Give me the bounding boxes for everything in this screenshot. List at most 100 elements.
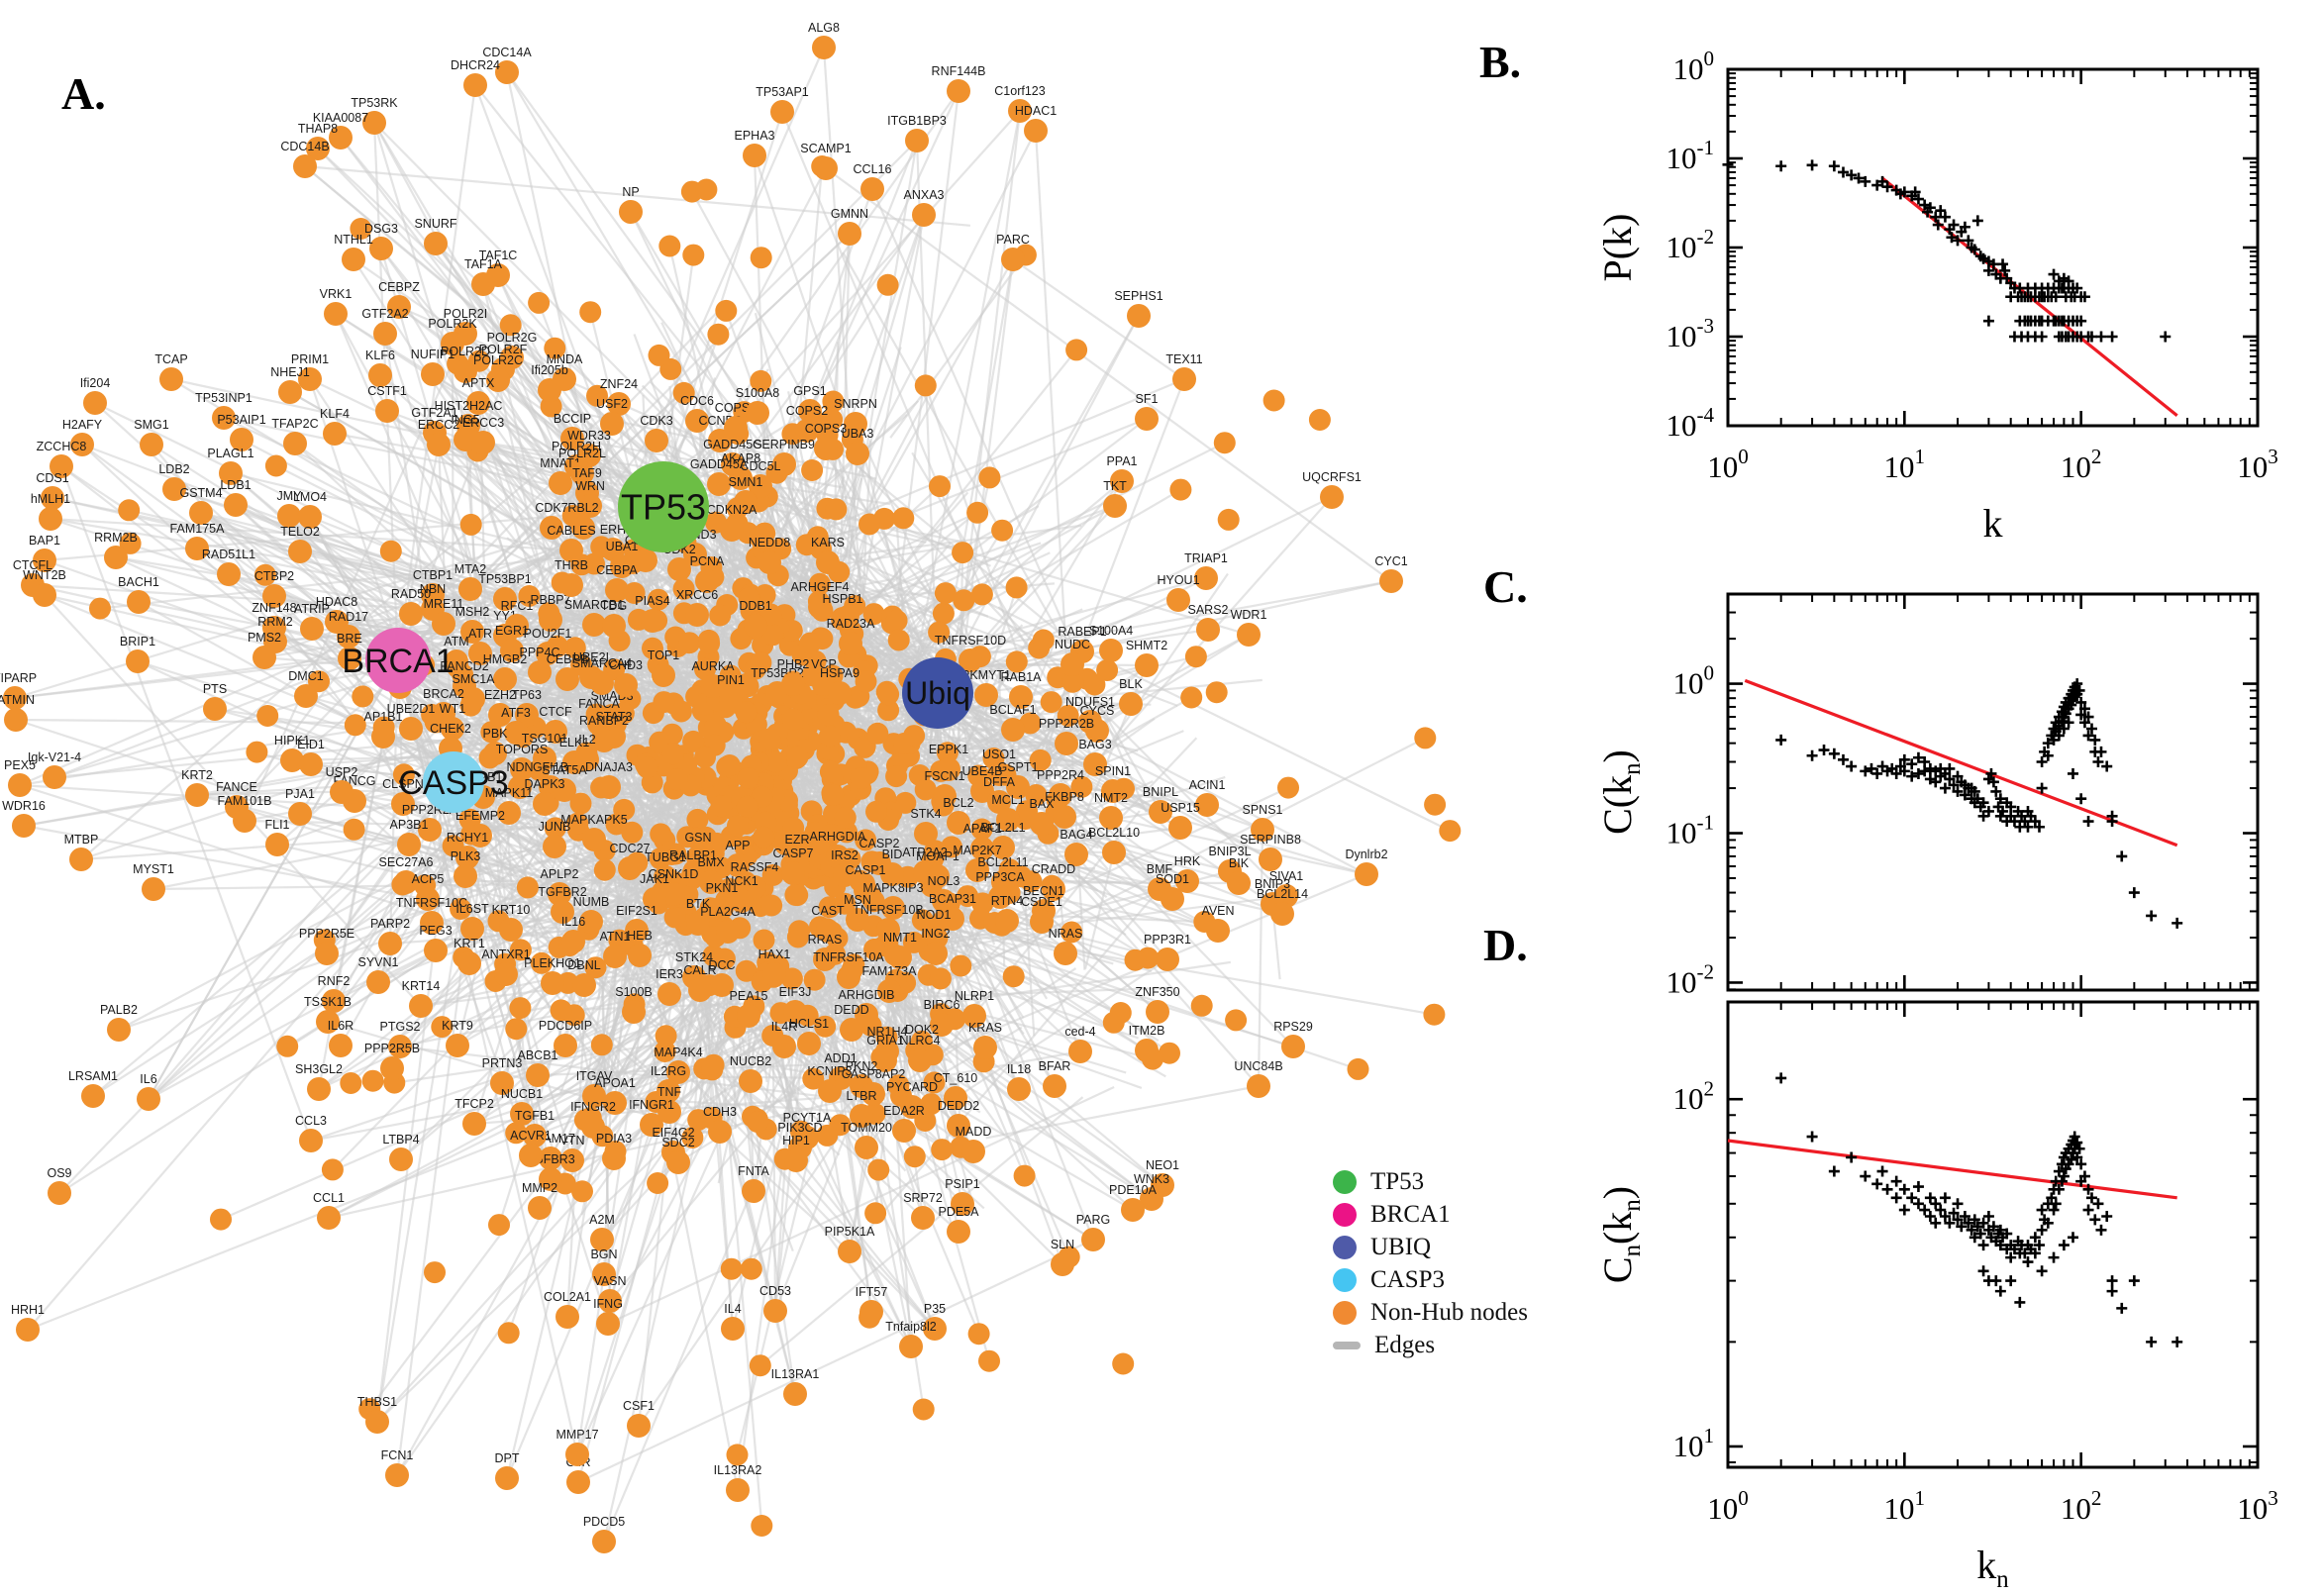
non-hub-node xyxy=(607,392,631,416)
gene-label: SARS2 xyxy=(1188,603,1229,617)
gene-label: JUNB xyxy=(539,820,571,834)
non-hub-node xyxy=(566,812,589,835)
gene-label: CD53 xyxy=(759,1284,791,1298)
non-hub-node xyxy=(941,836,962,858)
non-hub-node xyxy=(373,322,397,346)
gene-label: HIPK1 xyxy=(274,734,310,748)
gene-label: TIPARP xyxy=(0,671,37,685)
gene-label: A2M xyxy=(589,1213,615,1227)
non-hub-node xyxy=(720,1257,743,1280)
gene-label: ING2 xyxy=(921,927,950,941)
non-hub-node xyxy=(865,800,887,823)
non-hub-node xyxy=(233,809,256,833)
non-hub-node xyxy=(1112,1352,1135,1375)
non-hub-node xyxy=(1060,921,1083,944)
svg-text:103: 103 xyxy=(2237,1486,2278,1526)
non-hub-node xyxy=(1149,800,1172,824)
non-hub-node xyxy=(578,494,602,518)
gene-label: CASP1 xyxy=(846,863,886,877)
non-hub-node xyxy=(912,1398,935,1421)
gene-label: P35 xyxy=(924,1302,946,1316)
non-hub-node xyxy=(1070,775,1093,798)
non-hub-node xyxy=(1169,478,1192,501)
tp53-swatch-icon xyxy=(1333,1170,1357,1194)
non-hub-node xyxy=(366,970,390,994)
non-hub-node xyxy=(1083,673,1106,696)
non-hub-node xyxy=(488,703,512,727)
gene-label: SRP72 xyxy=(903,1191,943,1205)
non-hub-node xyxy=(750,369,772,392)
gene-label: EFEMP2 xyxy=(455,809,505,823)
gene-label: PKN1 xyxy=(706,881,739,895)
gene-label: UQCRFS1 xyxy=(1302,470,1362,484)
non-hub-node xyxy=(399,602,423,626)
non-hub-node xyxy=(490,1071,514,1095)
gene-label: BECN1 xyxy=(1023,884,1064,898)
gene-label: TAF1A xyxy=(464,257,503,271)
gene-label: IFNGR1 xyxy=(629,1098,674,1112)
gene-label: PDE5A xyxy=(939,1205,980,1219)
gene-label: EZH2 xyxy=(484,688,516,702)
gene-label: USP15 xyxy=(1161,801,1200,815)
gene-label: THBS1 xyxy=(357,1395,397,1409)
non-hub-node xyxy=(744,614,767,638)
non-hub-node xyxy=(397,833,421,856)
gene-label: BGN xyxy=(590,1247,617,1261)
gene-label: ITM2B xyxy=(1129,1024,1165,1038)
gene-label: ELK1 xyxy=(559,736,590,749)
panel-letter-a: A. xyxy=(61,68,106,119)
non-hub-node xyxy=(834,892,857,915)
non-hub-node xyxy=(710,795,733,818)
gene-label: DOK2 xyxy=(905,1023,939,1037)
non-hub-node xyxy=(710,973,734,997)
gene-label: DNAJA3 xyxy=(585,760,633,774)
non-hub-node xyxy=(795,419,819,443)
non-hub-node xyxy=(69,848,93,871)
gene-label: LMO4 xyxy=(293,490,327,504)
gene-label: FAM175A xyxy=(170,522,226,536)
non-hub-node xyxy=(1064,843,1088,866)
gene-label: RRM2B xyxy=(94,531,138,545)
gene-label: BFAR xyxy=(1039,1059,1071,1073)
non-hub-node xyxy=(280,748,304,772)
gene-label: POLR2L xyxy=(558,447,606,460)
non-hub-node xyxy=(509,939,532,961)
gene-label: MAP2K7 xyxy=(953,844,1001,857)
gene-label: PPP3R1 xyxy=(1144,933,1191,947)
hub-label-tp53: TP53 xyxy=(621,487,706,528)
gene-label: DAPK3 xyxy=(525,777,565,791)
non-hub-node xyxy=(1156,948,1179,971)
gene-label: CCL3 xyxy=(295,1114,327,1128)
non-hub-node xyxy=(460,620,484,644)
non-hub-node xyxy=(834,806,857,829)
gene-label: PIP5K1A xyxy=(825,1225,875,1239)
non-hub-node xyxy=(551,900,574,924)
gene-label: HIST2H2AC xyxy=(435,399,503,413)
non-hub-node xyxy=(772,452,796,476)
non-hub-node xyxy=(850,767,872,789)
gene-label: PPP2R2B xyxy=(1039,717,1094,731)
non-hub-node xyxy=(1135,407,1159,431)
gene-label: BNIPL xyxy=(1143,785,1178,799)
non-hub-node xyxy=(1051,1252,1074,1276)
non-hub-node xyxy=(1237,623,1261,647)
non-hub-node xyxy=(497,1322,520,1345)
gene-label: PPP2R4 xyxy=(1037,768,1084,782)
non-hub-node xyxy=(539,1167,562,1191)
non-hub-node xyxy=(416,887,440,911)
non-hub-node xyxy=(104,546,128,569)
gene-label: NTHL1 xyxy=(334,233,373,247)
gene-label: FLI1 xyxy=(264,818,289,832)
non-hub-node xyxy=(802,1067,825,1090)
gene-label: MSN xyxy=(844,893,871,907)
gene-label: SEPHS1 xyxy=(1114,289,1162,303)
non-hub-node xyxy=(681,863,705,887)
non-hub-node xyxy=(763,1299,787,1323)
non-hub-node xyxy=(483,742,507,765)
non-hub-node xyxy=(661,882,685,906)
non-hub-node xyxy=(862,603,885,626)
non-hub-node xyxy=(721,1317,745,1341)
non-hub-node xyxy=(466,391,490,415)
panel-letter-d: D. xyxy=(1483,920,1528,970)
non-hub-node xyxy=(445,649,468,673)
